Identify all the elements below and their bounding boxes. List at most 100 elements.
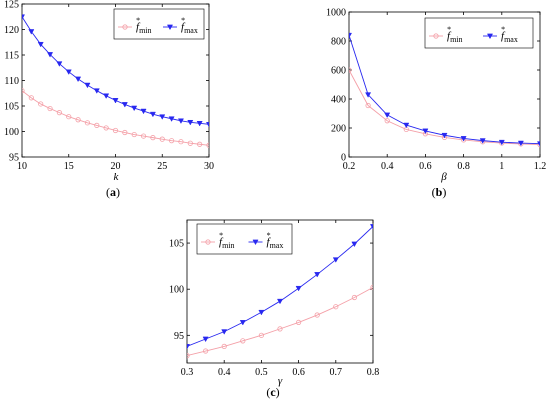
x-tick-label: 0.4 (218, 367, 231, 378)
data-point (93, 88, 100, 94)
data-point (75, 117, 81, 123)
data-point (498, 139, 505, 146)
data-point (178, 139, 184, 145)
data-point (47, 52, 54, 58)
data-point (202, 336, 209, 343)
data-point (349, 32, 353, 39)
data-point (56, 61, 63, 67)
legend-label: f*max (181, 16, 198, 35)
y-tick-label: 125 (4, 0, 19, 11)
data-point (197, 141, 203, 147)
legend-box (424, 17, 534, 49)
data-point (536, 141, 540, 147)
x-tick-label: 25 (157, 161, 167, 172)
plot-frame (348, 11, 541, 158)
y-tick-label: 105 (169, 239, 184, 250)
y-tick-label: 0 (341, 153, 346, 164)
x-tick-label: 10 (17, 161, 27, 172)
data-point (131, 105, 138, 112)
y-tick-label: 100 (4, 127, 19, 138)
data-point (349, 67, 352, 73)
data-point (333, 304, 339, 310)
data-point (159, 114, 166, 120)
x-tick-label: 0.8 (457, 161, 470, 172)
data-point (38, 101, 44, 107)
panel-label: (c) (266, 385, 279, 399)
series-line-f*max (349, 35, 540, 145)
data-point (94, 122, 100, 128)
data-point (47, 105, 53, 112)
data-point (205, 122, 209, 128)
data-point (206, 142, 209, 148)
data-point (103, 125, 109, 131)
data-point (384, 118, 390, 124)
x-axis-label: k (114, 171, 120, 183)
series-group (187, 224, 373, 359)
data-point (239, 320, 246, 326)
data-point (422, 128, 429, 135)
data-point (314, 312, 320, 318)
legend-box (196, 223, 293, 255)
legend-swatch-marker (252, 239, 259, 246)
x-axis-label: γ (278, 375, 283, 387)
data-point (258, 309, 265, 316)
legend-label: f*min (136, 16, 152, 35)
y-tick-label: 200 (331, 124, 346, 135)
data-point (351, 294, 357, 301)
x-tick-label: 15 (64, 161, 74, 172)
chart-panel-c: 0.3 0.4 0.5 0.6 0.7 0.8 95 100 105 γ f*min f*max (c) (169, 219, 380, 399)
data-point (365, 102, 371, 109)
data-point (314, 272, 321, 278)
data-point (187, 140, 193, 146)
data-point (56, 110, 63, 116)
data-point (131, 131, 137, 138)
legend-swatch-marker (122, 24, 128, 30)
data-point (196, 121, 203, 127)
data-point (168, 116, 175, 122)
y-tick-label: 1000 (326, 8, 346, 19)
series-line-f*min (22, 90, 209, 146)
legend-swatch-marker (205, 239, 211, 245)
x-tick-label: 0.6 (419, 161, 432, 172)
y-tick-label: 105 (4, 102, 19, 113)
data-point (150, 135, 156, 141)
data-point (187, 353, 190, 359)
legend-label: f*max (267, 231, 284, 250)
data-point (277, 326, 283, 332)
data-point (28, 95, 34, 101)
x-axis-label: β (440, 171, 447, 183)
series-line-f*min (187, 286, 373, 357)
legend-label: f*min (447, 25, 463, 44)
x-tick-label: 0.6 (292, 367, 305, 378)
x-tick-label: 20 (111, 161, 121, 172)
data-point (351, 241, 358, 248)
data-point (221, 343, 227, 349)
legend-label: f*max (501, 25, 518, 44)
x-tick-label: 1.2 (534, 161, 547, 172)
legend: f*min f*max (196, 223, 293, 255)
y-tick-label: 120 (4, 25, 19, 36)
data-point (369, 224, 373, 230)
data-point (122, 129, 128, 136)
series-group (349, 32, 540, 148)
y-tick-label: 115 (4, 51, 19, 62)
x-tick-label: 0.8 (367, 367, 380, 378)
data-point (479, 138, 486, 144)
data-point (84, 120, 91, 126)
legend-box (113, 8, 205, 40)
data-point (203, 348, 209, 354)
series-group (22, 14, 209, 148)
data-point (460, 136, 467, 142)
data-point (295, 319, 302, 326)
x-tick-label: 0.2 (343, 161, 356, 172)
data-point (403, 122, 410, 129)
data-point (441, 132, 448, 139)
y-tick-label: 400 (331, 95, 346, 106)
chart-panel-a: 10 15 20 25 30 95 100 105 110 115 120 125 k f*min f*ma… (4, 0, 214, 199)
y-tick-label: 95 (174, 331, 184, 342)
data-point (75, 76, 82, 83)
panel-label: (b) (432, 185, 447, 199)
data-point (384, 112, 391, 119)
